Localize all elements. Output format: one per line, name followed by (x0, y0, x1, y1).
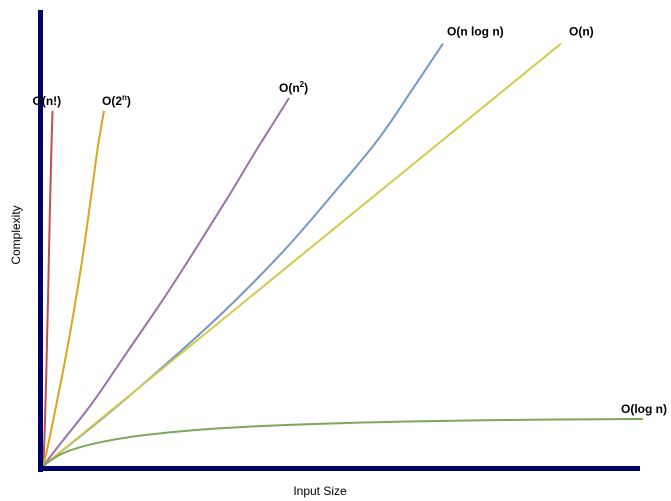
x-axis-line (38, 466, 640, 471)
series-line-5 (42, 42, 562, 467)
y-axis-line (38, 10, 43, 472)
series-label-5: O(n) (569, 25, 594, 39)
y-axis-label: Complexity (9, 205, 23, 264)
series-label-1: O(n!) (33, 94, 62, 108)
series-line-2 (42, 110, 105, 467)
series-label-2: O(2n) (102, 93, 131, 108)
curves-group (42, 42, 644, 467)
series-label-6: O(log n) (621, 402, 667, 416)
series-label-4: O(n log n) (447, 25, 504, 39)
x-axis-label: Input Size (293, 484, 347, 498)
curve-labels-group: O(n!) O(2n) O(n2) O(n log n) O(n) O(log n) (33, 25, 667, 416)
series-line-1 (42, 110, 54, 467)
series-line-6 (42, 418, 644, 467)
series-label-3: O(n2) (279, 80, 308, 95)
series-line-3 (42, 97, 290, 467)
